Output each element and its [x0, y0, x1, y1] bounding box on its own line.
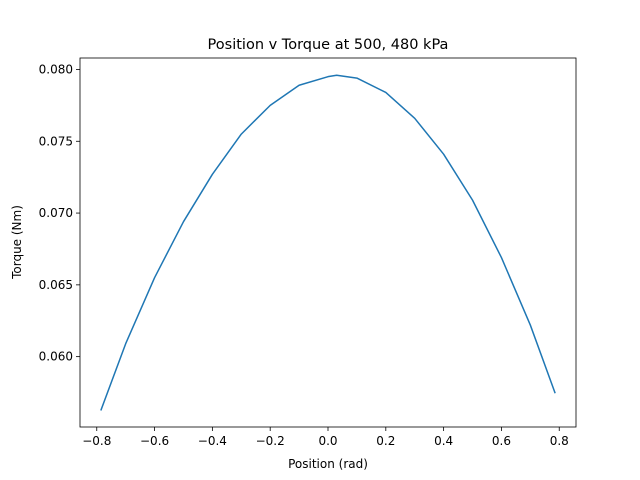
x-tick-label: 0.2: [376, 434, 395, 448]
x-tick-label: −0.8: [82, 434, 111, 448]
y-tick-label: 0.065: [39, 278, 73, 292]
x-tick-label: 0.0: [318, 434, 337, 448]
x-tick-label: −0.2: [256, 434, 285, 448]
plot-area: −0.8 −0.6 −0.4 −0.2 0.0 0.2 0.4 0.6 0.8 0.060 0.06…: [39, 57, 577, 448]
x-axis-label: Position (rad): [288, 457, 368, 471]
y-tick-label: 0.075: [39, 134, 73, 148]
series-line-0: [100, 74, 556, 411]
y-tick-label: 0.060: [39, 350, 73, 364]
x-tick-label: 0.8: [550, 434, 569, 448]
y-tick-label: 0.070: [39, 206, 73, 220]
chart-title: Position v Torque at 500, 480 kPa: [208, 37, 449, 53]
x-tick-label: 0.4: [434, 434, 453, 448]
x-tick-label: −0.6: [140, 434, 169, 448]
x-tick-label: 0.6: [492, 434, 511, 448]
x-tick-label: −0.4: [198, 434, 227, 448]
y-tick-label: 0.080: [39, 62, 73, 76]
y-axis-label: Torque (Nm): [10, 205, 24, 280]
